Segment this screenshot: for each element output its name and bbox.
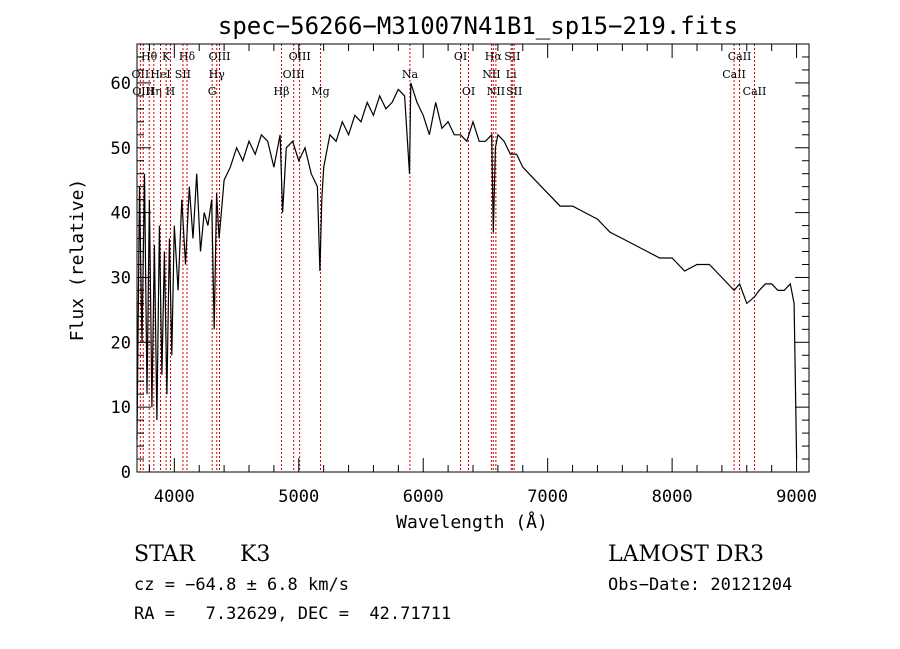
line-marker-label: NII [482, 68, 500, 81]
x-tick-label: 5000 [278, 487, 319, 507]
line-marker-label: Mg [311, 85, 329, 98]
redshift-text: cz = −64.8 ± 6.8 km/s [134, 575, 349, 595]
line-marker-label: CaII [743, 85, 767, 98]
object-class: STAR [134, 542, 196, 567]
y-tick-label: 50 [111, 139, 131, 159]
line-marker-label: OI [454, 50, 467, 63]
line-marker-label: G [208, 85, 217, 98]
survey-name: LAMOST DR3 [608, 542, 764, 567]
obs-date: Obs−Date: 20121204 [608, 575, 792, 595]
x-tick-label: 6000 [403, 487, 444, 507]
line-marker-label: NII [487, 85, 505, 98]
y-tick-label: 0 [121, 463, 131, 483]
line-marker-label: SII [506, 85, 522, 98]
line-marker-label: OII [132, 68, 150, 81]
line-marker-label: Hα [485, 50, 503, 63]
y-tick-label: 60 [111, 74, 131, 94]
line-marker-label: Na [402, 68, 419, 81]
line-marker-label: Hβ [274, 85, 290, 98]
line-marker-label: Hγ [209, 68, 226, 81]
chart-title: spec−56266−M31007N41B1_sp15−219.fits [218, 12, 738, 40]
spectral-subclass: K3 [240, 542, 270, 567]
line-markers: OIIOIIIHθHηHeIKHSIIHδGHγOIIIHβOIIIOIIIMg… [132, 44, 767, 472]
y-tick-label: 40 [111, 204, 131, 224]
line-marker-label: OIII [289, 50, 311, 63]
line-marker-label: K [162, 50, 171, 63]
x-tick-label: 8000 [652, 487, 693, 507]
line-marker-label: HeI [150, 68, 170, 81]
line-marker-label: CaII [728, 50, 752, 63]
y-tick-label: 10 [111, 398, 131, 418]
plot-frame [136, 43, 810, 473]
line-marker-label: OI [462, 85, 475, 98]
line-marker-label: SII [175, 68, 191, 81]
x-tick-label: 4000 [154, 487, 195, 507]
x-axis-label: Wavelength (Å) [396, 511, 548, 533]
line-marker-label: Li [506, 68, 517, 81]
spectrum-line [136, 82, 798, 460]
line-marker-label: H [166, 85, 176, 98]
axes: 4000 5000 6000 7000 8000 9000 0 10 20 30 40 50 60 [111, 44, 817, 507]
line-marker-label: SII [504, 50, 520, 63]
line-marker-label: CaII [722, 68, 746, 81]
line-marker-label: Hη [146, 85, 162, 98]
line-marker-label: OIII [283, 68, 305, 81]
coordinates: RA = 7.32629, DEC = 42.71711 [134, 604, 451, 624]
line-marker-label: Hδ [179, 50, 196, 63]
y-axis-label: Flux (relative) [67, 179, 88, 342]
x-tick-label: 9000 [776, 487, 817, 507]
y-tick-label: 30 [111, 268, 131, 288]
line-marker-label: OIII [208, 50, 230, 63]
y-tick-label: 20 [111, 333, 131, 353]
x-tick-label: 7000 [527, 487, 568, 507]
